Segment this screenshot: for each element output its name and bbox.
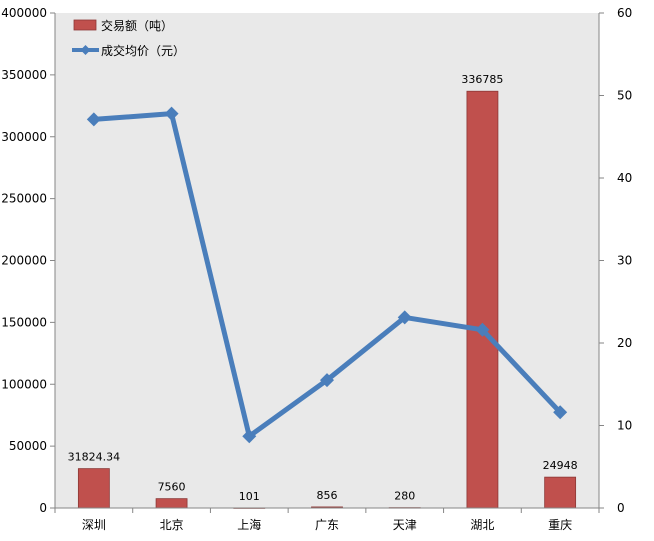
left-axis-ticks: 0 50000 100000 150000 200000 250000 300000 3500… <box>1 6 55 515</box>
left-tick-label: 300000 <box>1 130 47 144</box>
price-marker <box>397 310 412 325</box>
price-marker <box>86 112 101 127</box>
left-tick-label: 350000 <box>1 68 47 82</box>
right-tick-label: 30 <box>617 254 632 268</box>
right-axis-ticks: 0 10 20 30 40 50 60 <box>599 6 632 515</box>
price-marker <box>164 106 179 121</box>
bar <box>544 476 577 509</box>
price-marker <box>242 429 257 444</box>
bar-data-label: 24948 <box>543 459 578 472</box>
bar-data-label: 336785 <box>461 73 503 86</box>
legend-swatch-marker <box>80 45 91 55</box>
right-tick-label: 20 <box>617 336 632 350</box>
price-marker <box>475 322 490 337</box>
left-tick-label: 150000 <box>1 315 47 329</box>
legend-label-bar: 交易额（吨） <box>101 18 173 33</box>
bar-data-label: 856 <box>317 489 338 502</box>
x-tick-label: 深圳 <box>82 518 106 532</box>
right-tick-label: 10 <box>617 419 632 433</box>
x-tick-label: 重庆 <box>548 518 572 532</box>
right-tick-label: 40 <box>617 171 632 185</box>
price-marker <box>553 405 568 420</box>
legend-swatch-bar <box>73 19 97 31</box>
line-series <box>86 106 568 444</box>
x-tick-label: 天津 <box>393 518 417 532</box>
bar-series <box>77 90 577 509</box>
right-tick-label: 60 <box>617 6 632 20</box>
bar <box>466 90 499 509</box>
x-tick-label: 湖北 <box>470 517 494 532</box>
bar <box>77 468 110 509</box>
right-tick-label: 0 <box>617 501 625 515</box>
x-tick-label: 广东 <box>315 518 339 532</box>
left-tick-label: 200000 <box>1 254 47 268</box>
bar-data-label: 280 <box>394 490 415 503</box>
right-tick-label: 50 <box>617 89 632 103</box>
legend: 交易额（吨） 成交均价（元） <box>72 18 185 58</box>
left-tick-label: 400000 <box>1 6 47 20</box>
x-tick-label: 上海 <box>237 517 261 532</box>
legend-label-line: 成交均价（元） <box>101 43 185 58</box>
bar <box>155 498 188 509</box>
bar-data-label: 31824.34 <box>68 451 121 464</box>
bar-data-label: 101 <box>239 490 260 503</box>
x-axis-ticks: 深圳 北京 上海 广东 天津 湖北 重庆 <box>54 508 600 532</box>
bar-data-labels: 31824.34 7560 101 856 280 336785 24948 <box>68 73 578 503</box>
left-tick-label: 50000 <box>9 439 47 453</box>
plot-area <box>55 13 599 508</box>
left-tick-label: 250000 <box>1 192 47 206</box>
left-tick-label: 0 <box>39 501 47 515</box>
bar-data-label: 7560 <box>158 481 186 494</box>
price-marker <box>320 373 334 388</box>
x-tick-label: 北京 <box>160 518 184 532</box>
left-tick-label: 100000 <box>1 377 47 391</box>
